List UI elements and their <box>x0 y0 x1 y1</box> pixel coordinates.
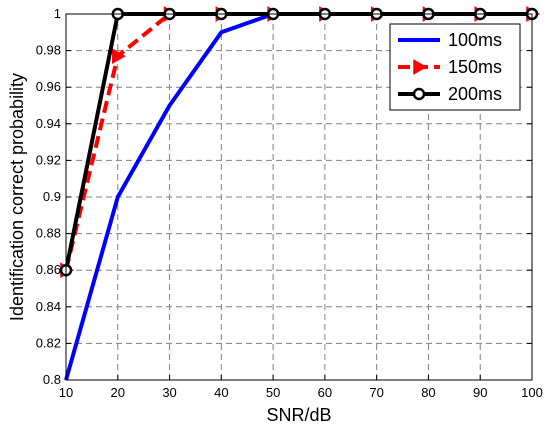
y-tick-label: 0.82 <box>36 335 61 350</box>
legend-label: 100ms <box>448 30 502 50</box>
y-axis-ticks: 0.8 0.82 0.84 0.86 0.88 0.9 0.92 0.94 0.96 0.98 1 <box>36 6 532 387</box>
y-tick-label: 0.86 <box>36 262 61 277</box>
legend-marker <box>412 87 426 101</box>
legend-item-100ms: 100ms <box>398 30 502 50</box>
y-tick-label: 0.84 <box>36 299 61 314</box>
legend: 100ms 150ms 200ms <box>389 23 521 111</box>
x-tick-label: 10 <box>59 385 73 400</box>
legend-item-200ms: 200ms <box>398 84 502 104</box>
x-tick-label: 90 <box>473 385 487 400</box>
y-tick-label: 0.94 <box>36 116 61 131</box>
y-axis-label: Identification correct probability <box>7 73 27 321</box>
y-tick-label: 0.96 <box>36 79 61 94</box>
legend-label: 200ms <box>448 84 502 104</box>
data-point <box>112 48 126 64</box>
y-tick-label: 0.9 <box>43 189 61 204</box>
legend-label: 150ms <box>448 57 502 77</box>
legend-item-150ms: 150ms <box>398 57 502 77</box>
x-tick-label: 50 <box>266 385 280 400</box>
x-tick-label: 100 <box>521 385 543 400</box>
grid <box>66 14 532 380</box>
x-tick-label: 60 <box>318 385 332 400</box>
x-tick-label: 40 <box>214 385 228 400</box>
legend-marker <box>413 59 428 75</box>
x-tick-label: 30 <box>162 385 176 400</box>
x-tick-label: 20 <box>111 385 125 400</box>
x-axis-label: SNR/dB <box>266 405 331 425</box>
x-tick-label: 70 <box>369 385 383 400</box>
y-tick-label: 0.98 <box>36 43 61 58</box>
x-tick-label: 80 <box>421 385 435 400</box>
y-tick-label: 0.88 <box>36 226 61 241</box>
plot-frame <box>65 13 533 381</box>
y-tick-label: 0.92 <box>36 152 61 167</box>
y-tick-label: 0.8 <box>43 372 61 387</box>
x-axis-ticks: 10 20 30 40 50 60 70 80 90 100 <box>59 14 543 400</box>
y-tick-label: 1 <box>54 6 61 21</box>
